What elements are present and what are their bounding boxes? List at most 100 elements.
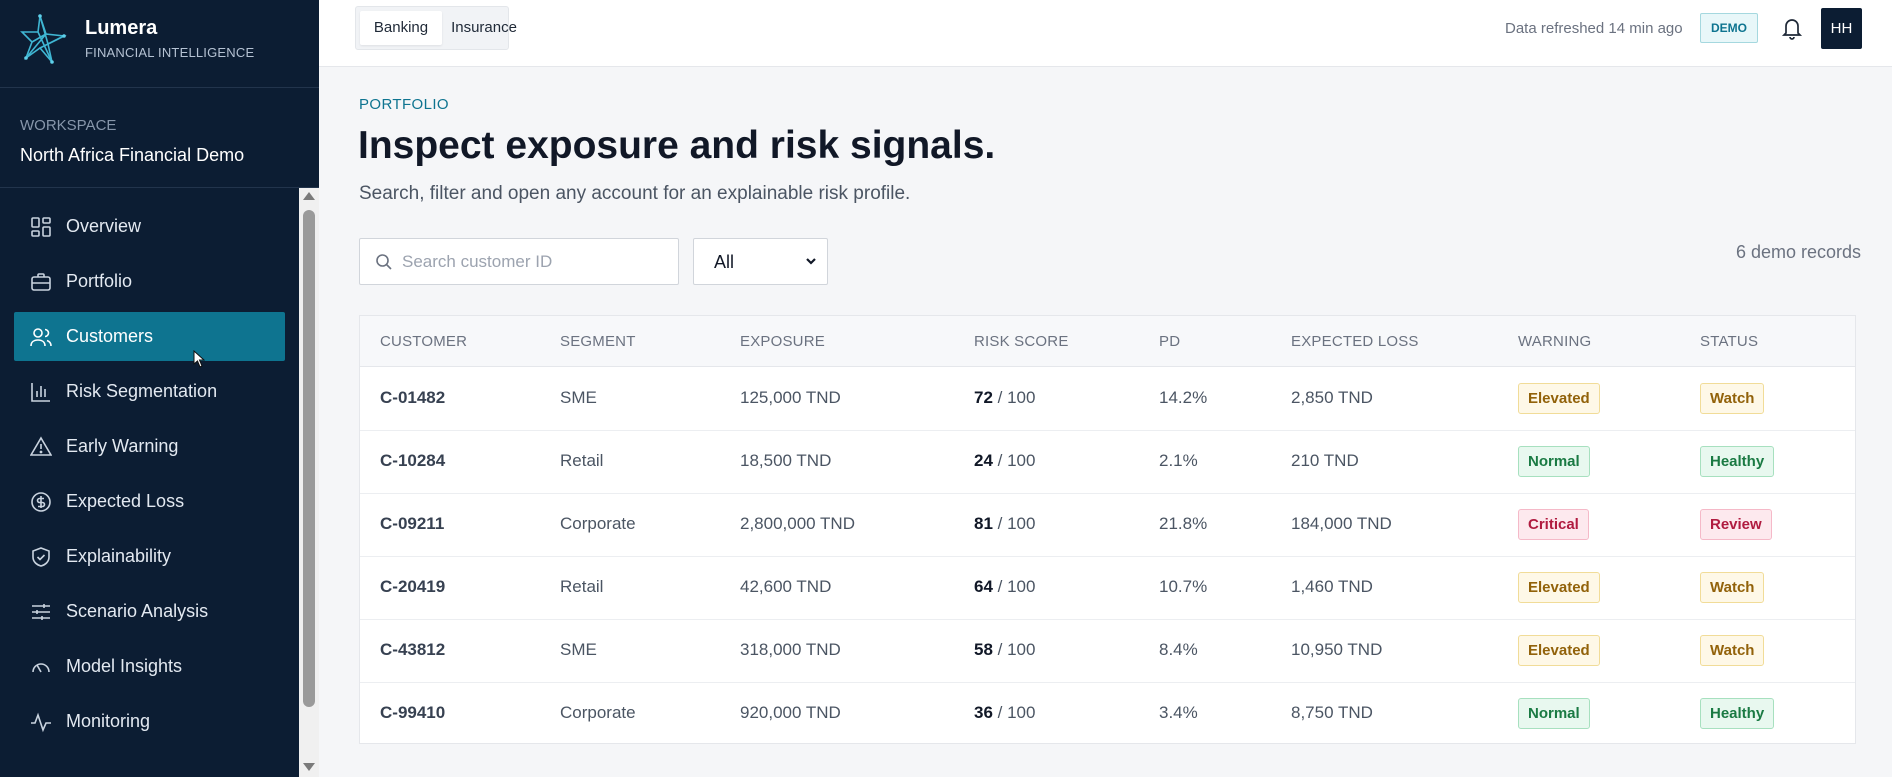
column-header-risk-score[interactable]: RISK SCORE bbox=[974, 333, 1069, 350]
star-logo-icon bbox=[20, 14, 67, 64]
column-header-warning[interactable]: WARNING bbox=[1518, 333, 1592, 350]
risk-score-max: / 100 bbox=[997, 514, 1036, 533]
expected-loss-cell: 1,460 TND bbox=[1291, 577, 1373, 596]
sidebar-item-label: Risk Segmentation bbox=[66, 381, 218, 401]
table-row[interactable]: C-20419 Retail 42,600 TND 64 / 100 10.7% 1,46… bbox=[360, 557, 1855, 620]
scroll-up-arrow-icon[interactable] bbox=[303, 192, 315, 200]
risk-score-value: 72 bbox=[974, 388, 993, 407]
gauge-icon bbox=[32, 663, 50, 673]
status-badge: Review bbox=[1700, 509, 1772, 540]
risk-score-cell: 81 / 100 bbox=[974, 514, 1035, 534]
exposure-cell: 42,600 TND bbox=[740, 577, 832, 596]
segment-filter-select[interactable]: All bbox=[693, 238, 828, 285]
tab-banking[interactable]: Banking bbox=[360, 11, 442, 45]
sidebar-item-expected-loss[interactable]: Expected Loss bbox=[14, 477, 285, 526]
sidebar-item-label: Overview bbox=[66, 216, 142, 236]
segment-cell: SME bbox=[560, 640, 597, 659]
exposure-cell: 920,000 TND bbox=[740, 703, 841, 722]
pd-cell: 21.8% bbox=[1159, 514, 1208, 533]
customer-id[interactable]: C-20419 bbox=[380, 577, 446, 596]
pd-cell: 14.2% bbox=[1159, 388, 1208, 407]
sidebar-item-model-insights[interactable]: Model Insights bbox=[14, 642, 285, 691]
pd-cell: 3.4% bbox=[1159, 703, 1198, 722]
search-box[interactable] bbox=[359, 238, 679, 285]
sidebar-scrollbar[interactable] bbox=[299, 188, 319, 777]
table-row[interactable]: C-99410 Corporate 920,000 TND 36 / 100 3.4% 8… bbox=[360, 683, 1855, 746]
table-row[interactable]: C-09211 Corporate 2,800,000 TND 81 / 100 21.… bbox=[360, 494, 1855, 557]
table-row[interactable]: C-01482 SME 125,000 TND 72 / 100 14.2% 2,850 … bbox=[360, 368, 1855, 431]
risk-score-value: 58 bbox=[974, 640, 993, 659]
customer-id[interactable]: C-99410 bbox=[380, 703, 446, 722]
avatar[interactable]: HH bbox=[1821, 8, 1862, 49]
domain-switcher: Banking Insurance bbox=[355, 6, 517, 50]
sidebar-item-label: Expected Loss bbox=[66, 491, 185, 511]
column-header-customer[interactable]: CUSTOMER bbox=[380, 333, 468, 350]
bell-icon[interactable] bbox=[1780, 15, 1804, 41]
column-header-segment[interactable]: SEGMENT bbox=[560, 333, 636, 350]
search-input[interactable] bbox=[402, 247, 667, 276]
chevron-down-icon bbox=[806, 258, 816, 265]
table-row[interactable]: C-43812 SME 318,000 TND 58 / 100 8.4% 10,950 … bbox=[360, 620, 1855, 683]
segment-cell: Retail bbox=[560, 451, 604, 470]
risk-score-max: / 100 bbox=[997, 703, 1036, 722]
customer-id[interactable]: C-10284 bbox=[380, 451, 446, 470]
customers-table: CUSTOMER SEGMENT EXPOSURE RISK SCORE PD … bbox=[359, 315, 1856, 744]
risk-score-max: / 100 bbox=[997, 577, 1036, 596]
expected-loss-cell: 210 TND bbox=[1291, 451, 1359, 470]
sidebar-item-label: Early Warning bbox=[66, 436, 179, 456]
risk-score-cell: 58 / 100 bbox=[974, 640, 1035, 660]
column-header-exposure[interactable]: EXPOSURE bbox=[740, 333, 825, 350]
customer-id[interactable]: C-09211 bbox=[380, 514, 445, 533]
sidebar-item-portfolio[interactable]: Portfolio bbox=[14, 257, 285, 306]
status-badge: Watch bbox=[1700, 383, 1765, 414]
pd-cell: 8.4% bbox=[1159, 640, 1198, 659]
brand-subtitle: FINANCIAL INTELLIGENCE bbox=[85, 45, 255, 60]
sidebar-item-label: Monitoring bbox=[66, 711, 151, 731]
sidebar: Lumera FINANCIAL INTELLIGENCE WORKSPACE … bbox=[0, 0, 319, 777]
risk-score-max: / 100 bbox=[997, 451, 1036, 470]
column-header-status[interactable]: STATUS bbox=[1700, 333, 1759, 350]
workspace-section[interactable]: WORKSPACE North Africa Financial Demo bbox=[0, 88, 319, 188]
briefcase-icon bbox=[31, 273, 51, 291]
sidebar-item-label: Model Insights bbox=[66, 656, 183, 676]
exposure-cell: 2,800,000 TND bbox=[740, 514, 855, 533]
sidebar-item-risk-segmentation[interactable]: Risk Segmentation bbox=[14, 367, 285, 416]
scrollbar-thumb[interactable] bbox=[303, 210, 315, 707]
search-icon bbox=[376, 254, 392, 270]
warning-badge: Elevated bbox=[1518, 635, 1600, 666]
sidebar-item-customers[interactable]: Customers bbox=[14, 312, 285, 361]
risk-score-cell: 36 / 100 bbox=[974, 703, 1035, 723]
segment-cell: Retail bbox=[560, 577, 604, 596]
sidebar-item-explainability[interactable]: Explainability bbox=[14, 532, 285, 581]
table-row[interactable]: C-10284 Retail 18,500 TND 24 / 100 2.1% 210 T… bbox=[360, 431, 1855, 494]
demo-badge: DEMO bbox=[1700, 13, 1758, 43]
sidebar-item-overview[interactable]: Overview bbox=[14, 202, 285, 251]
section-eyebrow: PORTFOLIO bbox=[359, 96, 450, 113]
status-badge: Watch bbox=[1700, 635, 1765, 666]
tab-insurance[interactable]: Insurance bbox=[451, 19, 517, 36]
status-badge: Healthy bbox=[1700, 698, 1775, 729]
risk-score-cell: 72 / 100 bbox=[974, 388, 1035, 408]
customer-id[interactable]: C-43812 bbox=[380, 640, 446, 659]
refresh-status: Data refreshed 14 min ago bbox=[1505, 20, 1683, 37]
customer-id[interactable]: C-01482 bbox=[380, 388, 446, 407]
segment-cell: SME bbox=[560, 388, 597, 407]
warning-badge: Elevated bbox=[1518, 572, 1600, 603]
record-count: 6 demo records bbox=[1736, 242, 1862, 262]
scroll-down-arrow-icon[interactable] bbox=[303, 763, 315, 771]
dollar-icon bbox=[31, 492, 51, 512]
expected-loss-cell: 2,850 TND bbox=[1291, 388, 1373, 407]
segment-cell: Corporate bbox=[560, 514, 636, 533]
sidebar-item-early-warning[interactable]: Early Warning bbox=[14, 422, 285, 471]
activity-icon bbox=[31, 712, 51, 733]
column-header-expected-loss[interactable]: EXPECTED LOSS bbox=[1291, 333, 1419, 350]
sidebar-item-monitoring[interactable]: Monitoring bbox=[14, 697, 285, 746]
sidebar-item-label: Scenario Analysis bbox=[66, 601, 209, 621]
sidebar-nav: Overview Portfolio Customers Risk Segmen… bbox=[14, 202, 285, 752]
grid-icon bbox=[31, 217, 51, 237]
sidebar-item-label: Portfolio bbox=[66, 271, 133, 291]
risk-score-cell: 24 / 100 bbox=[974, 451, 1035, 471]
table-header: CUSTOMER SEGMENT EXPOSURE RISK SCORE PD … bbox=[360, 316, 1855, 367]
sidebar-item-scenario-analysis[interactable]: Scenario Analysis bbox=[14, 587, 285, 636]
column-header-pd[interactable]: PD bbox=[1159, 333, 1181, 350]
